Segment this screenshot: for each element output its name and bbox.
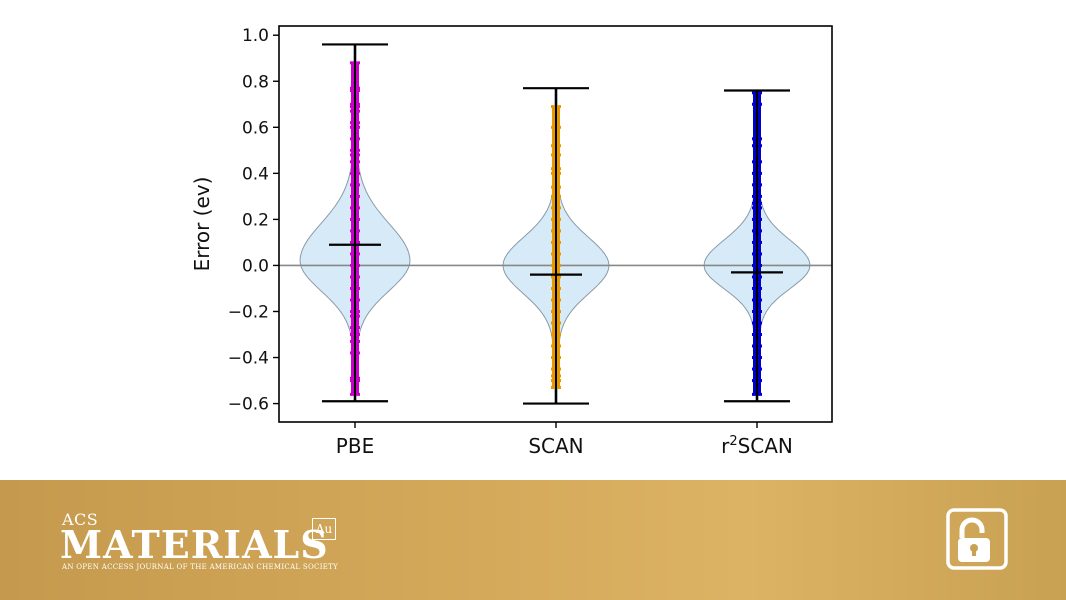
violin-chart: 1.0 0.8 0.6 0.4 0.2 0.0 −0.2 −0.4 −0.6 PBE SCAN r2…	[190, 25, 833, 458]
y-tick-label: −0.4	[228, 349, 269, 369]
y-tick-label: 0.0	[242, 256, 269, 276]
y-tick-label: −0.2	[228, 302, 269, 322]
chart-area: 1.0 0.8 0.6 0.4 0.2 0.0 −0.2 −0.4 −0.6 PBE SCAN r2…	[190, 25, 833, 458]
x-tick-label: PBE	[336, 434, 374, 458]
y-axis-ticks: 1.0 0.8 0.6 0.4 0.2 0.0 −0.2 −0.4 −0.6	[228, 26, 279, 415]
y-tick-label: −0.6	[228, 395, 269, 415]
brand-au-badge: Au	[312, 518, 336, 540]
y-tick-label: 0.2	[242, 210, 269, 230]
y-tick-label: 0.6	[242, 118, 269, 138]
x-axis-ticks: PBE SCAN r2SCAN	[336, 422, 793, 458]
open-lock-icon	[946, 508, 1008, 570]
whiskers-layer	[322, 43, 790, 405]
y-tick-label: 1.0	[242, 26, 269, 46]
y-axis-label: Error (ev)	[190, 177, 214, 272]
brand-materials-text: MATERIALS	[60, 522, 329, 567]
journal-footer-banner	[0, 480, 1066, 600]
y-tick-label: 0.8	[242, 72, 269, 92]
brand-tagline: AN OPEN ACCESS JOURNAL OF THE AMERICAN C…	[62, 563, 339, 571]
x-tick-label: r2SCAN	[721, 434, 793, 458]
brand-acs-text: ACS	[62, 510, 99, 529]
x-tick-label: SCAN	[528, 434, 583, 458]
y-tick-label: 0.4	[242, 164, 269, 184]
